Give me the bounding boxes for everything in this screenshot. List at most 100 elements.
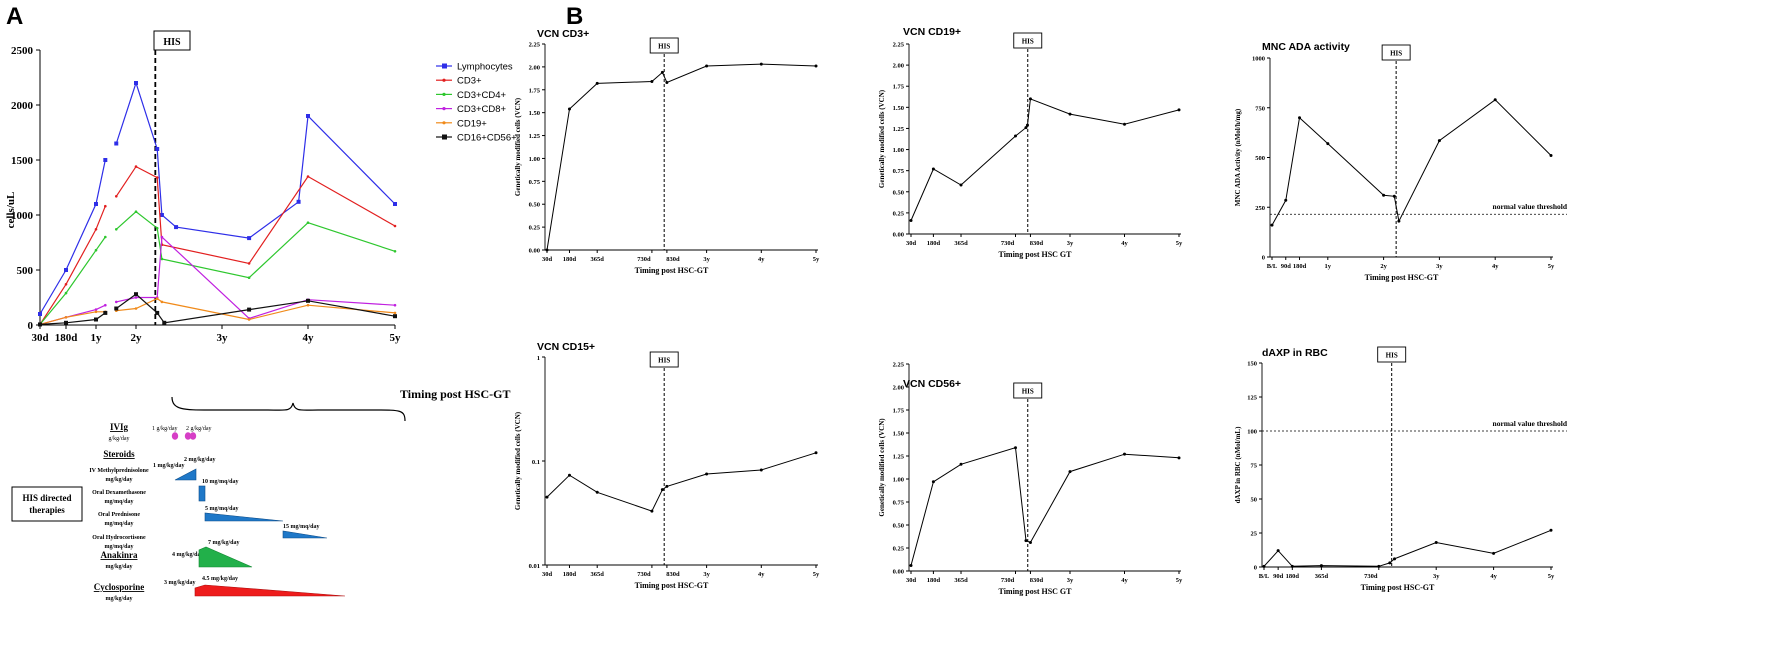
data-point: [1388, 561, 1392, 565]
x-tick-label: B/L: [1259, 573, 1270, 580]
lymph-his-box: [153, 30, 191, 51]
lymph-data-point: [64, 316, 68, 319]
data-point: [660, 70, 664, 74]
y-tick-label: 100: [1247, 429, 1257, 436]
therapy-brace: [171, 396, 406, 422]
ivig-dose-marker: [184, 432, 192, 440]
chart-vcn-cd15: VCN CD15+ 0.01 0.1 1 30d 180d 365d 730d 830d 3y 4y…: [514, 341, 820, 590]
x-tick-label: 5y: [1176, 577, 1183, 584]
lymph-data-point: [247, 307, 252, 312]
x-tick-label: 30d: [542, 256, 553, 263]
lymph-data-point: [94, 202, 98, 206]
y-tick-label: 1.75: [893, 84, 905, 91]
y-tick-label: 25: [1251, 531, 1258, 538]
data-point: [931, 167, 935, 171]
x-axis-label: Timing post HSC-GT: [1361, 583, 1435, 592]
anakinra-dose1: 4 mg/kg/day: [172, 552, 204, 558]
lymph-legend-label: CD19+: [457, 118, 487, 129]
lymph-data-point: [393, 314, 397, 319]
lymph-data-point: [94, 228, 98, 231]
y-tick-label: 75: [1251, 463, 1258, 470]
lymph-data-point: [393, 250, 397, 253]
lymph-x-tick-label: 4y: [303, 332, 315, 344]
lymph-x-tick-label: 1y: [91, 332, 103, 344]
data-point: [1492, 551, 1496, 555]
lymph-data-point: [393, 311, 397, 315]
chart-title: VCN CD19+: [903, 26, 961, 38]
ivig-unit: g/kg/day: [109, 436, 130, 442]
lymph-legend-marker: [442, 78, 446, 82]
lymph-data-point: [393, 224, 397, 228]
ivig-dose-marker: [171, 432, 179, 440]
x-tick-label: 180d: [563, 571, 577, 578]
methylpred-dose-a: 1 mg/kg/day: [153, 463, 185, 469]
y-tick-label: 1000: [1252, 56, 1265, 63]
lymph-data-point: [64, 291, 68, 295]
lymph-data-point: [104, 204, 107, 208]
x-tick-label: 30d: [906, 240, 917, 247]
x-tick-label: 180d: [927, 240, 941, 247]
lymph-data-point: [155, 226, 159, 230]
data-point: [595, 81, 599, 85]
x-tick-label: 830d: [666, 571, 680, 578]
y-tick-label: 1.50: [529, 110, 540, 117]
data-point: [665, 484, 669, 488]
his-label: HIS: [658, 357, 670, 365]
lymph-x-tick-label: 5y: [390, 332, 402, 344]
panel-label-a: A: [6, 3, 23, 30]
x-tick-label: 2y: [1380, 263, 1387, 270]
data-point: [660, 488, 664, 492]
data-point: [1270, 223, 1274, 227]
y-axis-label: Genetically modified cells (VCN): [514, 411, 522, 510]
y-tick-label: 2.25: [529, 42, 541, 49]
x-tick-label: 180d: [927, 577, 941, 584]
lymph-legend-marker: [442, 121, 446, 125]
x-tick-label: 4y: [1490, 573, 1497, 580]
data-point: [931, 480, 935, 484]
x-tick-label: 830d: [1030, 240, 1044, 247]
chart-title: MNC ADA activity: [1262, 41, 1350, 53]
x-tick-label: 730d: [1364, 573, 1378, 580]
chart-title: VCN CD15+: [537, 341, 595, 353]
dexa-label: Oral Dexamethasone: [92, 490, 146, 496]
lymph-data-point: [94, 248, 98, 252]
x-tick-label: 30d: [542, 571, 553, 578]
chart-vcn-cd3: VCN CD3+ 0.00 0.25 0.50 0.75 1.00 1.25 1.50 1.75…: [514, 28, 820, 275]
series-line: [910, 98, 1180, 221]
x-tick-label: 365d: [1315, 573, 1329, 580]
y-tick-label: 1.00: [893, 147, 904, 154]
data-point: [1298, 116, 1302, 120]
lymph-series-line: [39, 312, 106, 325]
y-tick-label: 1.25: [529, 133, 541, 140]
lymph-data-point: [103, 310, 108, 315]
y-tick-label: 0.25: [893, 210, 905, 217]
x-tick-label: 5y: [813, 571, 820, 578]
cyclo-dose-bar: [194, 584, 346, 597]
x-tick-label: 4y: [1492, 263, 1499, 270]
y-tick-label: 0.00: [893, 569, 904, 576]
lymph-data-point: [134, 165, 138, 168]
lymph-data-point: [64, 283, 68, 286]
x-axis-label: Timing post HSC-GT: [1365, 273, 1439, 282]
ivig-dose1: 1 g/kg/day: [152, 426, 178, 432]
y-tick-label: 0.50: [529, 202, 540, 209]
y-axis-label: Genetically modified cells (VCN): [514, 97, 522, 196]
y-tick-label: 0.50: [893, 523, 904, 530]
data-point: [1014, 134, 1018, 138]
ivig-title: IVIg: [110, 422, 129, 432]
his-label: HIS: [1390, 50, 1402, 58]
lymph-x-tick-label: 180d: [55, 332, 78, 344]
data-point: [1262, 564, 1266, 568]
y-tick-label: 1.75: [893, 408, 905, 415]
data-point: [959, 462, 963, 466]
lymph-data-point: [160, 300, 164, 304]
chart-vcn-cd19: VCN CD19+ 0.00 0.25 0.50 0.75 1.00 1.25 1.50 1.7…: [878, 26, 1183, 259]
lymph-series-line: [39, 236, 106, 325]
x-tick-label: 1y: [1325, 263, 1332, 270]
chart-daxp-rbc: dAXP in RBC 0 25 50 75 100 125 150 B/L 90d 180d 365…: [1234, 346, 1568, 592]
lymph-series-line: [39, 159, 106, 315]
lymph-data-point: [247, 276, 251, 280]
his-label: HIS: [1386, 352, 1398, 360]
lymph-data-point: [155, 310, 160, 315]
data-point: [650, 80, 654, 84]
